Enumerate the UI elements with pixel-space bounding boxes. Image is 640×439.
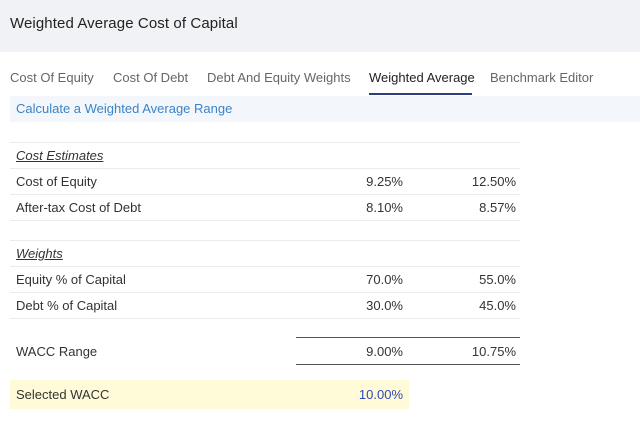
tab-bar: Cost Of Equity Cost Of Debt Debt And Equ…	[0, 60, 640, 96]
wacc-range-row: WACC Range 9.00% 10.75%	[10, 338, 520, 364]
page-title: Weighted Average Cost of Capital	[10, 15, 238, 32]
row-low-value: 70.0%	[366, 272, 403, 287]
table-row: Cost of Equity 9.25% 12.50%	[10, 169, 520, 195]
wacc-range-low: 9.00%	[366, 344, 403, 359]
wacc-range-high: 10.75%	[471, 344, 516, 359]
calculate-range-bar: Calculate a Weighted Average Range	[10, 96, 640, 122]
selected-wacc-row: Selected WACC 10.00%	[10, 380, 409, 409]
row-label: Cost of Equity	[16, 174, 97, 189]
tab-benchmark-editor[interactable]: Benchmark Editor	[490, 70, 594, 85]
row-label: After-tax Cost of Debt	[16, 200, 141, 215]
row-high-value: 55.0%	[479, 272, 516, 287]
row-high-value: 12.50%	[471, 174, 516, 189]
weights-heading: Weights	[16, 246, 63, 261]
row-high-value: 45.0%	[479, 298, 516, 313]
row-low-value: 8.10%	[366, 200, 403, 215]
row-low-value: 30.0%	[366, 298, 403, 313]
row-label: Equity % of Capital	[16, 272, 126, 287]
spacer-row	[10, 122, 520, 143]
spacer-row	[10, 221, 520, 241]
selected-wacc-label: Selected WACC	[16, 387, 110, 402]
tab-debt-and-equity-weights[interactable]: Debt And Equity Weights	[207, 70, 351, 85]
wacc-bottom-divider	[296, 364, 520, 365]
page-header: Weighted Average Cost of Capital	[0, 0, 640, 52]
wacc-divider	[296, 337, 520, 338]
cost-estimates-heading: Cost Estimates	[16, 148, 104, 163]
tab-cost-of-debt[interactable]: Cost Of Debt	[113, 70, 189, 85]
row-label: Debt % of Capital	[16, 298, 118, 313]
row-high-value: 8.57%	[479, 200, 516, 215]
table-row: After-tax Cost of Debt 8.10% 8.57%	[10, 195, 520, 221]
selected-wacc-value[interactable]: 10.00%	[358, 387, 403, 402]
tab-cost-of-equity[interactable]: Cost Of Equity	[10, 70, 94, 85]
table-row: Equity % of Capital 70.0% 55.0%	[10, 267, 520, 293]
weights-heading-row: Weights	[10, 241, 520, 267]
wacc-range-label: WACC Range	[16, 344, 98, 359]
cost-estimates-heading-row: Cost Estimates	[10, 143, 520, 169]
calculate-range-link[interactable]: Calculate a Weighted Average Range	[16, 101, 233, 116]
table-row: Debt % of Capital 30.0% 45.0%	[10, 293, 520, 319]
active-tab-indicator	[369, 93, 472, 95]
tab-weighted-average[interactable]: Weighted Average	[369, 70, 475, 85]
row-low-value: 9.25%	[366, 174, 403, 189]
